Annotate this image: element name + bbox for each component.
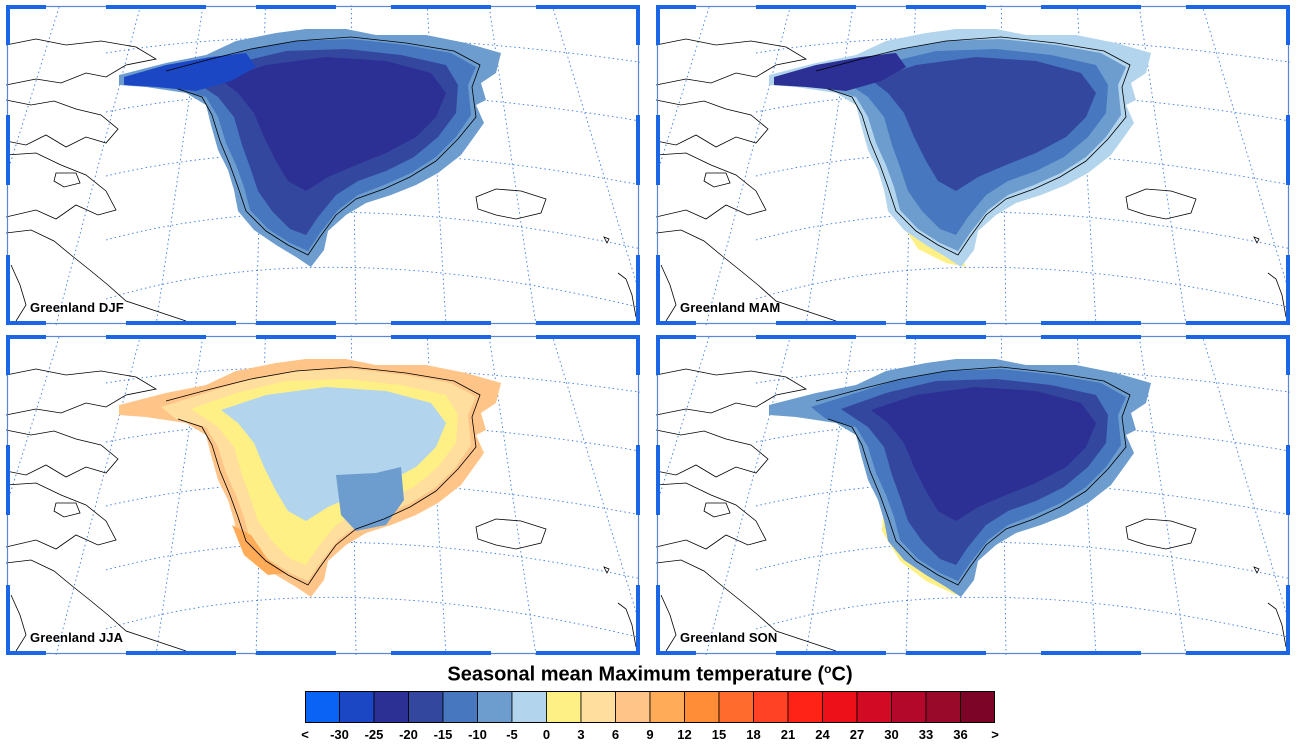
- colorbar-tick-label: 3: [577, 727, 585, 742]
- colorbar-swatch: [856, 691, 892, 723]
- colorbar-labels: < -30 -25 -20 -15 -10 -5 0 3 6 9 12 15 18 21 24 27 30 33 36…: [0, 727, 1300, 747]
- colorbar: [305, 691, 995, 723]
- colorbar-tick-label: -25: [364, 727, 384, 742]
- colorbar-tick-label: 21: [780, 727, 796, 742]
- colorbar-tick-label: 30: [884, 727, 899, 742]
- colorbar-tick-label: -15: [433, 727, 453, 742]
- map-svg-mam: [656, 5, 1290, 325]
- colorbar-swatch: [787, 691, 823, 723]
- colorbar-tick-label: 6: [611, 727, 620, 742]
- colorbar-swatch: [546, 691, 582, 723]
- panel-label-jja: Greenland JJA: [30, 630, 124, 645]
- colorbar-swatch: [649, 691, 685, 723]
- colorbar-swatch: [960, 691, 995, 723]
- colorbar-swatch: [822, 691, 858, 723]
- colorbar-tick-label: 15: [711, 727, 727, 742]
- panel-label-son: Greenland SON: [680, 630, 778, 645]
- colorbar-swatch: [925, 691, 961, 723]
- colorbar-swatch: [615, 691, 651, 723]
- colorbar-tick-label: 36: [953, 727, 968, 742]
- legend-title: Seasonal mean Maximum temperature (oC): [447, 662, 853, 686]
- panel-label-mam: Greenland MAM: [680, 300, 781, 315]
- colorbar-swatch: [718, 691, 754, 723]
- colorbar-swatch: [373, 691, 409, 723]
- map-panel-djf: Greenland DJF: [6, 5, 640, 325]
- colorbar-tick-label: >: [991, 727, 999, 742]
- colorbar-swatch: [580, 691, 616, 723]
- colorbar-tick-label: <: [301, 727, 309, 742]
- colorbar-swatch: [511, 691, 547, 723]
- map-panel-son: Greenland SON: [656, 335, 1290, 655]
- colorbar-tick-label: -10: [468, 727, 487, 742]
- map-panel-mam: Greenland MAM: [656, 5, 1290, 325]
- colorbar-tick-label: -5: [506, 727, 518, 742]
- colorbar-swatch: [339, 691, 375, 723]
- colorbar-tick-label: -30: [330, 727, 349, 742]
- colorbar-swatch: [477, 691, 513, 723]
- map-svg-djf: [6, 5, 640, 325]
- colorbar-swatch: [684, 691, 720, 723]
- colorbar-tick-label: 9: [646, 727, 654, 742]
- colorbar-tick-label: 12: [677, 727, 692, 742]
- colorbar-swatch: [891, 691, 927, 723]
- colorbar-tick-label: 33: [918, 727, 934, 742]
- colorbar-tick-label: 27: [849, 727, 865, 742]
- map-panel-jja: Greenland JJA: [6, 335, 640, 655]
- colorbar-tick-label: 24: [815, 727, 830, 742]
- colorbar-swatch: [305, 691, 340, 723]
- colorbar-swatch: [442, 691, 478, 723]
- map-svg-son: [656, 335, 1290, 655]
- map-svg-jja: [6, 335, 640, 655]
- colorbar-tick-label: 18: [746, 727, 761, 742]
- panel-label-djf: Greenland DJF: [30, 300, 124, 315]
- colorbar-tick-label: -20: [399, 727, 418, 742]
- colorbar-swatch: [753, 691, 789, 723]
- colorbar-tick-label: 0: [542, 727, 551, 742]
- colorbar-swatch: [408, 691, 444, 723]
